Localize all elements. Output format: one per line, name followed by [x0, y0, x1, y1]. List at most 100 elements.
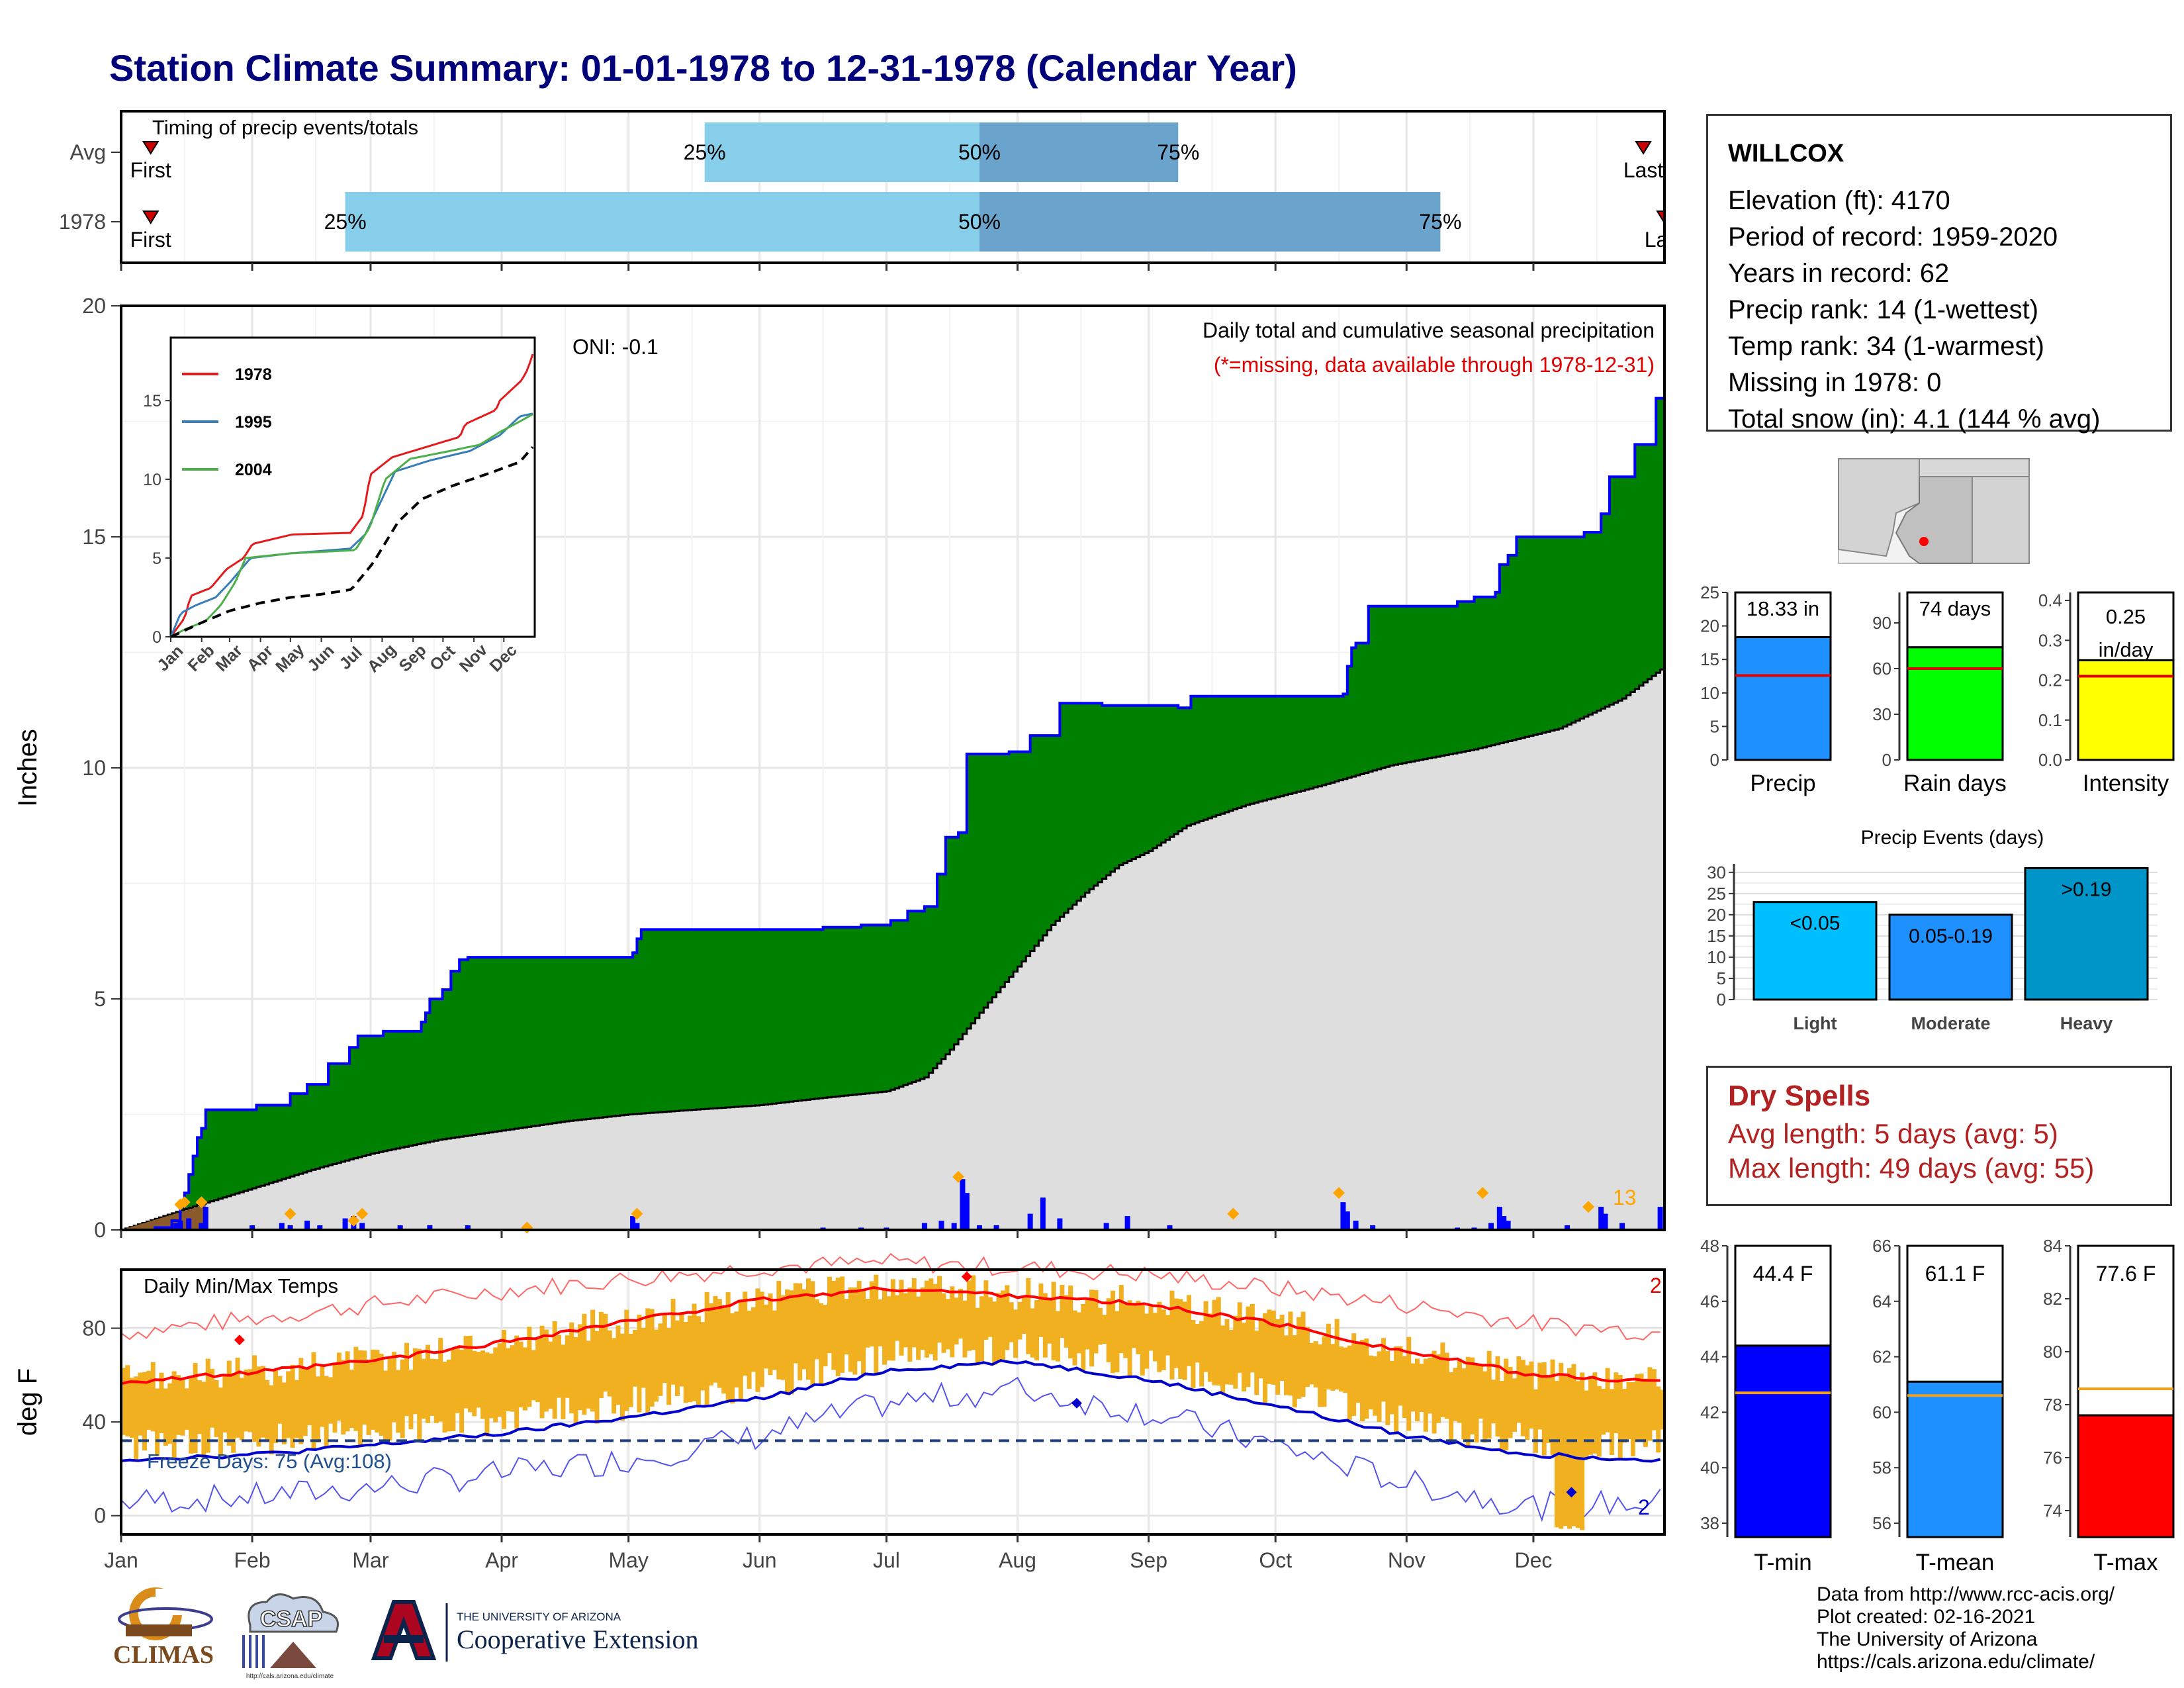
precip-daily-bar: [1619, 1223, 1625, 1230]
temp-daily-bar: [1263, 1313, 1268, 1405]
mean-t-mean-y-tick-label: 66: [1872, 1236, 1891, 1256]
temp-daily-bar: [467, 1335, 473, 1413]
temp-daily-bar: [1009, 1302, 1014, 1342]
temp-daily-bar: [1660, 1389, 1665, 1430]
footer-credits: Data from http://www.rcc-acis.org/ Plot …: [1817, 1583, 2115, 1673]
dry-spells-heading: Dry Spells: [1728, 1080, 1871, 1112]
temp-daily-bar: [1435, 1354, 1441, 1423]
csap-logo-url: http://cals.arizona.edu/climate: [246, 1673, 334, 1680]
precip-early-deficit-area: [121, 1204, 206, 1230]
temp-daily-bar: [294, 1380, 299, 1438]
precip-event-marker: [284, 1207, 296, 1220]
precip-daily-bar: [1344, 1211, 1350, 1230]
temp-daily-bar: [484, 1352, 490, 1436]
inset-y-tick-label: 10: [143, 471, 161, 489]
mean-t-min-y-tick-label: 46: [1700, 1291, 1719, 1311]
temp-daily-bar: [497, 1343, 502, 1417]
temp-daily-bar: [1520, 1360, 1525, 1436]
temp-daily-bar: [801, 1289, 807, 1370]
total-rain-days-y-tick-label: 90: [1872, 613, 1891, 633]
temp-daily-bar: [1563, 1374, 1568, 1526]
temp-daily-bar: [163, 1388, 168, 1446]
dry-spells-max: Max length: 49 days (avg: 55): [1728, 1152, 2095, 1184]
temp-record-marker: [1566, 1487, 1577, 1498]
inset-legend-label: 2004: [235, 461, 272, 479]
temp-daily-bar: [1622, 1388, 1627, 1443]
temp-daily-bar: [235, 1358, 240, 1438]
temp-daily-bar: [1525, 1365, 1530, 1440]
temp-daily-bar: [463, 1336, 469, 1409]
precip-y-tick-label: 15: [82, 525, 106, 549]
inset-frame: [169, 336, 536, 638]
temp-daily-bar: [159, 1372, 164, 1433]
precip-daily-bar: [173, 1223, 179, 1230]
temp-daily-bar: [1470, 1357, 1475, 1434]
precip-daily-bar: [279, 1223, 285, 1230]
mean-value-label: 61.1 F: [1925, 1262, 1985, 1286]
temp-daily-bar: [1097, 1307, 1103, 1345]
temp-daily-bar: [1453, 1368, 1458, 1421]
temp-daily-bar: [1533, 1389, 1538, 1453]
temp-daily-bar: [869, 1281, 874, 1347]
temp-daily-bar: [785, 1289, 790, 1393]
mean-category-label: T-min: [1754, 1550, 1812, 1575]
total-intensity-y-tick-label: 0.4: [2038, 590, 2062, 610]
mean-value-label: 77.6 F: [2096, 1262, 2156, 1286]
temp-daily-bar: [502, 1330, 507, 1429]
events-category-label: Heavy: [2060, 1013, 2113, 1033]
temp-daily-bar: [324, 1376, 329, 1446]
timing-clip: [1666, 111, 1706, 265]
temp-daily-bar: [290, 1364, 295, 1448]
temp-daily-bar: [954, 1297, 959, 1344]
temp-daily-bar: [1254, 1331, 1259, 1395]
mean-t-min-y-tick-label: 38: [1700, 1513, 1719, 1533]
total-rain-days-y-tick-label: 0: [1882, 750, 1891, 770]
temp-daily-bar: [134, 1376, 139, 1460]
inset-y-tick-label: 5: [152, 549, 161, 568]
total-category-label: Intensity: [2083, 771, 2169, 796]
temp-daily-bar: [1550, 1359, 1555, 1455]
temp-daily-bar: [1207, 1313, 1212, 1382]
temp-daily-bar: [1013, 1309, 1019, 1358]
events-bar-label: 0.05-0.19: [1909, 925, 1993, 947]
temp-daily-bar: [311, 1352, 316, 1451]
temp-record-min-line: [120, 1376, 1661, 1523]
mean-t-max-y-tick-label: 76: [2043, 1448, 2062, 1468]
precip-daily-bar: [1124, 1216, 1130, 1230]
total-precip-y-tick-label: 10: [1700, 683, 1719, 703]
precip-annotation-title: Daily total and cumulative seasonal prec…: [1203, 318, 1655, 342]
total-precip-y-tick-label: 15: [1700, 649, 1719, 669]
mean-t-mean-y-tick-label: 62: [1872, 1347, 1891, 1367]
precip-event-marker: [347, 1215, 360, 1227]
temp-daily-bar: [1038, 1283, 1044, 1337]
temp-daily-bar: [1504, 1358, 1509, 1450]
footer-plot-created: Plot created: 02-16-2021: [1817, 1606, 2036, 1628]
temp-daily-bar: [1111, 1290, 1116, 1374]
temp-daily-bar: [1000, 1290, 1005, 1360]
month-axis-label: Mar: [352, 1548, 388, 1572]
precip-daily-bar: [287, 1225, 293, 1230]
precip-daily-bar: [1027, 1213, 1033, 1230]
temp-daily-bar: [543, 1329, 549, 1412]
precip-y-tick-label: 0: [94, 1218, 106, 1242]
temp-daily-bar: [789, 1290, 794, 1395]
temp-daily-bar: [780, 1295, 786, 1380]
temp-daily-bar: [1381, 1338, 1386, 1402]
temp-daily-bar: [176, 1375, 181, 1435]
temp-daily-bar: [433, 1359, 439, 1423]
temp-daily-bar: [552, 1321, 557, 1419]
precip-daily-bar: [304, 1221, 310, 1230]
temp-daily-bar: [561, 1344, 566, 1420]
temp-daily-bar: [142, 1372, 147, 1451]
temp-daily-bar: [265, 1380, 270, 1440]
temp-daily-bar: [734, 1311, 739, 1387]
temp-daily-bar: [1605, 1368, 1610, 1432]
timing-q25-label: 25%: [324, 210, 367, 234]
total-precip-y-tick-label: 0: [1710, 750, 1719, 770]
temp-daily-bar: [1068, 1285, 1073, 1359]
events-bar-label: <0.05: [1790, 913, 1841, 935]
month-axis-label: Nov: [1388, 1548, 1426, 1572]
temp-daily-bar: [751, 1307, 756, 1372]
temp-daily-bar: [1461, 1368, 1467, 1440]
inset-legend-label: 1978: [235, 365, 272, 384]
